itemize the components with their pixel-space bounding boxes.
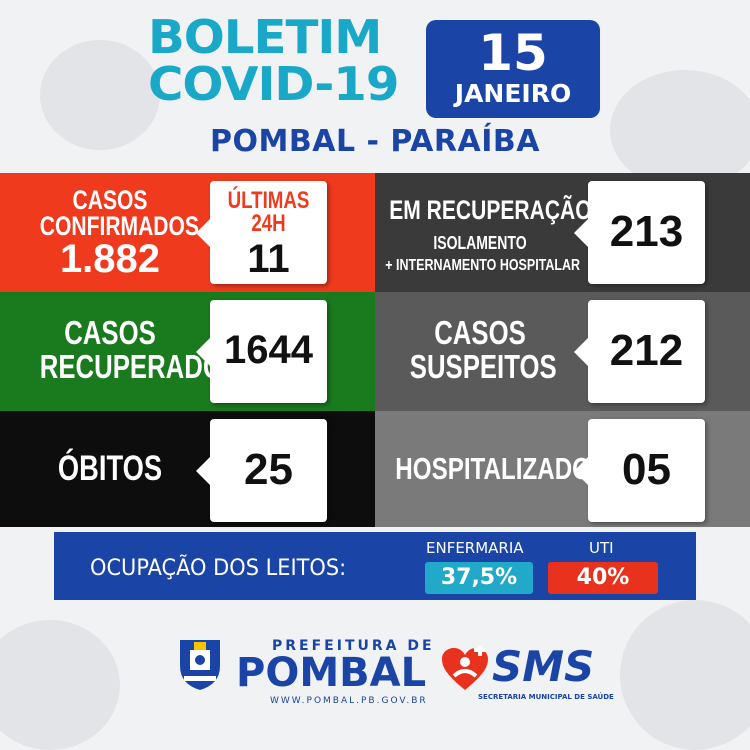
hospitalized-value: 05	[622, 445, 671, 494]
suspected-value-box: 212	[574, 300, 705, 403]
bed-occupancy-label: OCUPAÇÃO DOS LEITOS:	[90, 556, 347, 581]
recovered-panel: CASOS RECUPERADOS 1644	[0, 292, 375, 411]
deaths-value: 25	[244, 445, 293, 494]
deaths-label: ÓBITOS	[57, 449, 163, 488]
title-line-2: COVID-19	[148, 57, 399, 111]
website-label: WWW.POMBAL.PB.GOV.BR	[270, 696, 428, 706]
recovered-label: CASOS RECUPERADOS	[39, 314, 241, 385]
recovering-sub-1: ISOLAMENTO	[433, 233, 527, 253]
background-blob	[40, 40, 160, 150]
suspected-label-line-1: CASOS	[434, 314, 526, 351]
deaths-panel: ÓBITOS 25	[0, 411, 375, 527]
confirmed-label-line-1: CASOS	[72, 185, 148, 215]
confirmed-panel: CASOS CONFIRMADOS 1.882 ÚLTIMAS 24H 11	[0, 173, 375, 292]
ward-label: ENFERMARIA	[426, 539, 524, 557]
recovered-label-line-2: RECUPERADOS	[39, 348, 241, 385]
city-crest-icon	[176, 636, 224, 692]
suspected-panel: CASOS SUSPEITOS 212	[375, 292, 750, 411]
background-blob	[0, 620, 120, 750]
sms-heart-icon	[440, 644, 490, 692]
recovering-label: EM RECUPERAÇÃO	[389, 195, 592, 225]
suspected-label: CASOS SUSPEITOS	[409, 314, 557, 385]
hospitalized-panel: HOSPITALIZADOS 05	[375, 411, 750, 527]
confirmed-value: 1.882	[59, 237, 161, 281]
suspected-value: 212	[609, 326, 684, 375]
suspected-label-line-2: SUSPEITOS	[409, 348, 557, 385]
confirmed-label-line-2: CONFIRMADOS	[39, 211, 199, 241]
pombal-logo-text: POMBAL	[236, 650, 427, 696]
recovering-value-box: 213	[574, 181, 705, 284]
hospitalized-value-box: 05	[574, 419, 705, 522]
hospitalized-label: HOSPITALIZADOS	[395, 451, 608, 486]
background-blob	[610, 70, 750, 190]
recovering-value: 213	[609, 207, 684, 256]
last-24h-value: 11	[247, 237, 290, 281]
icu-label: UTI	[589, 539, 614, 557]
last-24h-label-line-1: ÚLTIMAS	[227, 187, 310, 214]
bed-occupancy-bar: OCUPAÇÃO DOS LEITOS: ENFERMARIA 37,5% UT…	[54, 532, 696, 600]
recovered-value-box: 1644	[196, 300, 327, 403]
date-month: JANEIRO	[454, 79, 572, 108]
deaths-value-box: 25	[196, 419, 327, 522]
sms-subtitle: SECRETARIA MUNICIPAL DE SAÚDE	[478, 693, 614, 701]
recovering-sub-2: + INTERNAMENTO HOSPITALAR	[385, 257, 581, 274]
title-line-1: BOLETIM	[148, 10, 382, 64]
recovered-label-line-1: CASOS	[64, 314, 156, 351]
recovered-value: 1644	[224, 328, 313, 372]
icu-value-badge: 40%	[548, 562, 658, 594]
last-24h-box: ÚLTIMAS 24H 11	[196, 181, 327, 284]
prefeitura-label: PREFEITURA DE	[272, 638, 435, 654]
confirmed-label: CASOS CONFIRMADOS	[39, 185, 199, 241]
recovering-panel: EM RECUPERAÇÃO ISOLAMENTO + INTERNAMENTO…	[375, 173, 750, 292]
sms-logo-text: SMS	[492, 642, 595, 691]
last-24h-label-line-2: 24H	[251, 210, 286, 237]
date-day: 15	[478, 24, 548, 82]
bulletin-title: BOLETIM COVID-19	[148, 14, 432, 108]
city-label: POMBAL - PARAÍBA	[210, 124, 540, 159]
background-blob	[620, 600, 750, 750]
ward-value-badge: 37,5%	[425, 562, 533, 594]
last-24h-label: ÚLTIMAS 24H	[223, 187, 314, 237]
date-badge: 15 JANEIRO	[426, 20, 600, 118]
